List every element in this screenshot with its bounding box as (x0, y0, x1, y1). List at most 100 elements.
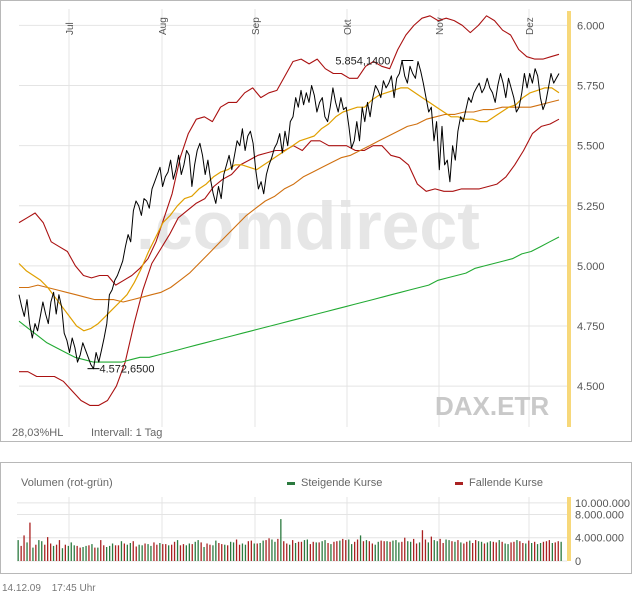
volume-bar (100, 540, 102, 561)
interval-label: Intervall: 1 Tag (91, 427, 162, 439)
volume-bar (489, 541, 491, 561)
axis-highlight-bar (567, 11, 571, 427)
footer-date: 14.12.09 (2, 583, 41, 594)
volume-bar (336, 541, 338, 561)
x-tick-label: Aug (158, 17, 169, 35)
legend-label: Steigende Kurse (301, 477, 382, 489)
volume-bar (486, 542, 489, 561)
x-tick-label: Sep (251, 17, 262, 35)
volume-bar (97, 547, 99, 561)
volume-bar (64, 544, 66, 561)
volume-bar (82, 547, 84, 561)
volume-bar (67, 545, 69, 561)
footer-time: 17:45 Uhr (51, 583, 96, 594)
volume-bar (410, 541, 412, 561)
volume-bar (383, 541, 385, 561)
price-chart[interactable]: .comdirect 6.000 5.750 5.500 5.250 5.000 4.750… (1, 1, 633, 443)
volume-bar (324, 540, 326, 561)
volume-bar (47, 537, 49, 561)
volume-bar (271, 539, 273, 561)
volume-bar (392, 540, 394, 561)
volume-bar (32, 547, 34, 561)
volume-bar (327, 543, 329, 561)
volume-bar (300, 541, 303, 561)
volume-bar (433, 540, 435, 561)
volume-bar (534, 541, 536, 561)
volume-bar (436, 541, 438, 561)
volume-bar (421, 530, 424, 561)
legend-label: Fallende Kurse (469, 477, 543, 489)
volume-bar (76, 545, 78, 561)
y-tick-label: 5.500 (577, 141, 605, 153)
volume-bar (111, 543, 114, 561)
volume-bar (109, 545, 111, 561)
volume-bar (259, 543, 261, 561)
volume-bar (197, 540, 199, 561)
volume-bar (106, 547, 108, 561)
volume-bar (445, 539, 447, 561)
volume-bar (147, 544, 149, 561)
volume-bar (173, 541, 176, 561)
volume-bar (504, 543, 506, 561)
volume-bar (539, 543, 542, 561)
volume-chart-panel: Volumen (rot-grün) Steigende Kurse Fallend… (0, 462, 632, 574)
volume-bar (545, 541, 548, 561)
volume-bar (129, 543, 131, 561)
volume-bar (265, 540, 267, 561)
volume-bar (247, 541, 249, 561)
volume-chart[interactable]: Volumen (rot-grün) Steigende Kurse Fallend… (1, 463, 633, 575)
volume-bar (209, 544, 211, 561)
volume-bar (339, 540, 341, 561)
footer-timestamp: 14.12.09 17:45 Uhr (2, 583, 104, 594)
volume-bar (162, 544, 164, 561)
volume-axis-bar (567, 497, 571, 561)
volume-bar (85, 545, 87, 561)
volume-bar (44, 544, 46, 561)
volume-bar (519, 541, 521, 561)
volume-bar (510, 542, 512, 561)
annotation-label: 5.854,1400 (335, 56, 390, 68)
volume-bar (29, 522, 31, 561)
volume-bar (221, 544, 223, 561)
volume-bar (191, 544, 193, 561)
volume-bar (404, 537, 406, 561)
volume-bar (138, 544, 140, 561)
volume-bar (70, 542, 72, 561)
volume-bar (368, 541, 370, 561)
volume-bar (253, 543, 255, 561)
volume-bar (194, 541, 196, 561)
x-tick-label: Jul (65, 22, 76, 35)
volume-bar (342, 538, 344, 561)
volume-bar (380, 540, 382, 561)
volume-bar (123, 543, 125, 561)
volume-bar (94, 547, 96, 561)
volume-bar (91, 544, 93, 561)
volume-bar (495, 542, 497, 561)
volume-bar (297, 541, 300, 561)
volume-bar (292, 540, 294, 561)
volume-bar (389, 541, 391, 561)
y-tick-label: 6.000 (577, 20, 605, 32)
volume-bar (516, 540, 518, 561)
volume-bar (256, 543, 258, 561)
volume-bar (26, 542, 28, 561)
volume-bar (522, 543, 524, 561)
volume-bar (401, 541, 403, 561)
volume-bar (306, 539, 308, 561)
volume-bar (79, 547, 81, 561)
volume-bar (457, 540, 459, 561)
volume-bar (542, 541, 545, 561)
volume-bar (289, 544, 291, 561)
volume-bar (250, 540, 252, 561)
y-tick-label: 4.500 (577, 381, 605, 393)
volume-bar (215, 540, 217, 561)
volume-bar (418, 542, 421, 561)
volume-bar (159, 543, 161, 561)
volume-bar (153, 542, 155, 561)
x-tick-label: Dez (525, 17, 536, 35)
watermark-text: .comdirect (136, 188, 480, 264)
volume-bar (23, 535, 25, 561)
volume-bar (415, 543, 418, 561)
volume-bar (312, 541, 314, 561)
volume-bar (50, 543, 52, 561)
